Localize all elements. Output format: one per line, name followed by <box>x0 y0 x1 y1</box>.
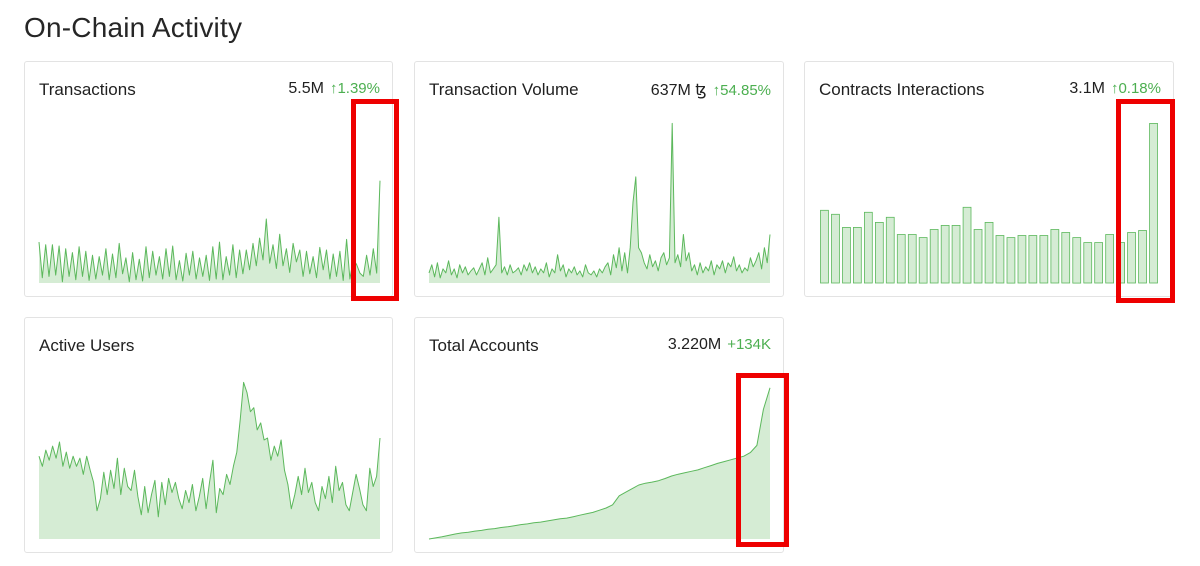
bar <box>984 221 994 284</box>
bar <box>951 224 961 284</box>
active-users-card[interactable]: Active Users <box>24 317 393 553</box>
highlight-box <box>351 99 399 301</box>
bar <box>1017 235 1027 284</box>
bar <box>864 211 873 284</box>
series-area <box>39 382 380 539</box>
bar <box>973 229 983 284</box>
bar <box>896 234 906 284</box>
card-title: Contracts Interactions <box>819 80 985 99</box>
highlight-box <box>1116 99 1175 303</box>
bar <box>995 235 1005 284</box>
card-title: Transactions <box>39 80 136 99</box>
active-users-chart <box>38 381 381 539</box>
card-value: 5.5M <box>288 80 324 97</box>
card-stats: 637M ꜩ ↑54.85% <box>651 80 771 100</box>
series-line <box>38 180 381 283</box>
bar <box>1127 232 1136 284</box>
series-area <box>429 387 770 539</box>
series-line <box>38 381 381 518</box>
total-accounts-card[interactable]: Total Accounts 3.220M +134K <box>414 317 784 553</box>
transactions-chart <box>38 180 381 283</box>
bar <box>1083 242 1093 284</box>
bar <box>831 213 840 284</box>
bar <box>1149 123 1158 284</box>
series-area <box>39 180 380 283</box>
bar <box>962 206 972 284</box>
bar <box>820 209 829 284</box>
bar <box>1050 229 1060 284</box>
bar <box>1072 237 1082 284</box>
bar <box>929 229 939 284</box>
bar <box>1039 235 1049 284</box>
card-change: ↑54.85% <box>712 82 771 99</box>
series-line <box>428 387 771 540</box>
card-value: 3.1M <box>1069 80 1105 97</box>
bar <box>1061 232 1071 284</box>
total-accounts-chart <box>428 387 771 540</box>
series-area <box>429 123 770 284</box>
bar <box>1138 230 1147 284</box>
card-title: Transaction Volume <box>429 80 579 99</box>
card-stats: 5.5M ↑1.39% <box>288 80 380 98</box>
transaction-volume-chart <box>428 122 771 284</box>
card-value: 3.220M <box>667 336 722 353</box>
bar <box>842 226 851 284</box>
bar <box>1094 242 1104 284</box>
card-change: ↑0.18% <box>1110 80 1161 97</box>
bar <box>1105 234 1115 284</box>
bar <box>875 221 884 284</box>
card-stats: 3.220M +134K <box>668 336 771 354</box>
page-title: On-Chain Activity <box>24 12 243 43</box>
card-change: +134K <box>727 336 771 353</box>
card-value: 637M ꜩ <box>650 82 707 99</box>
bar <box>885 216 895 284</box>
series-line <box>428 122 771 279</box>
bar <box>940 224 950 284</box>
transaction-volume-card[interactable]: Transaction Volume 637M ꜩ ↑54.85% <box>414 61 784 297</box>
bar <box>1006 237 1016 284</box>
card-title: Active Users <box>39 336 135 355</box>
card-stats: 3.1M ↑0.18% <box>1069 80 1161 98</box>
card-change: ↑1.39% <box>329 80 380 97</box>
bar <box>1028 235 1038 284</box>
transactions-card[interactable]: Transactions 5.5M ↑1.39% <box>24 61 393 297</box>
bar <box>918 237 928 284</box>
bar <box>907 234 917 284</box>
bar <box>853 226 862 284</box>
highlight-box <box>736 373 789 547</box>
card-title: Total Accounts <box>429 336 539 355</box>
